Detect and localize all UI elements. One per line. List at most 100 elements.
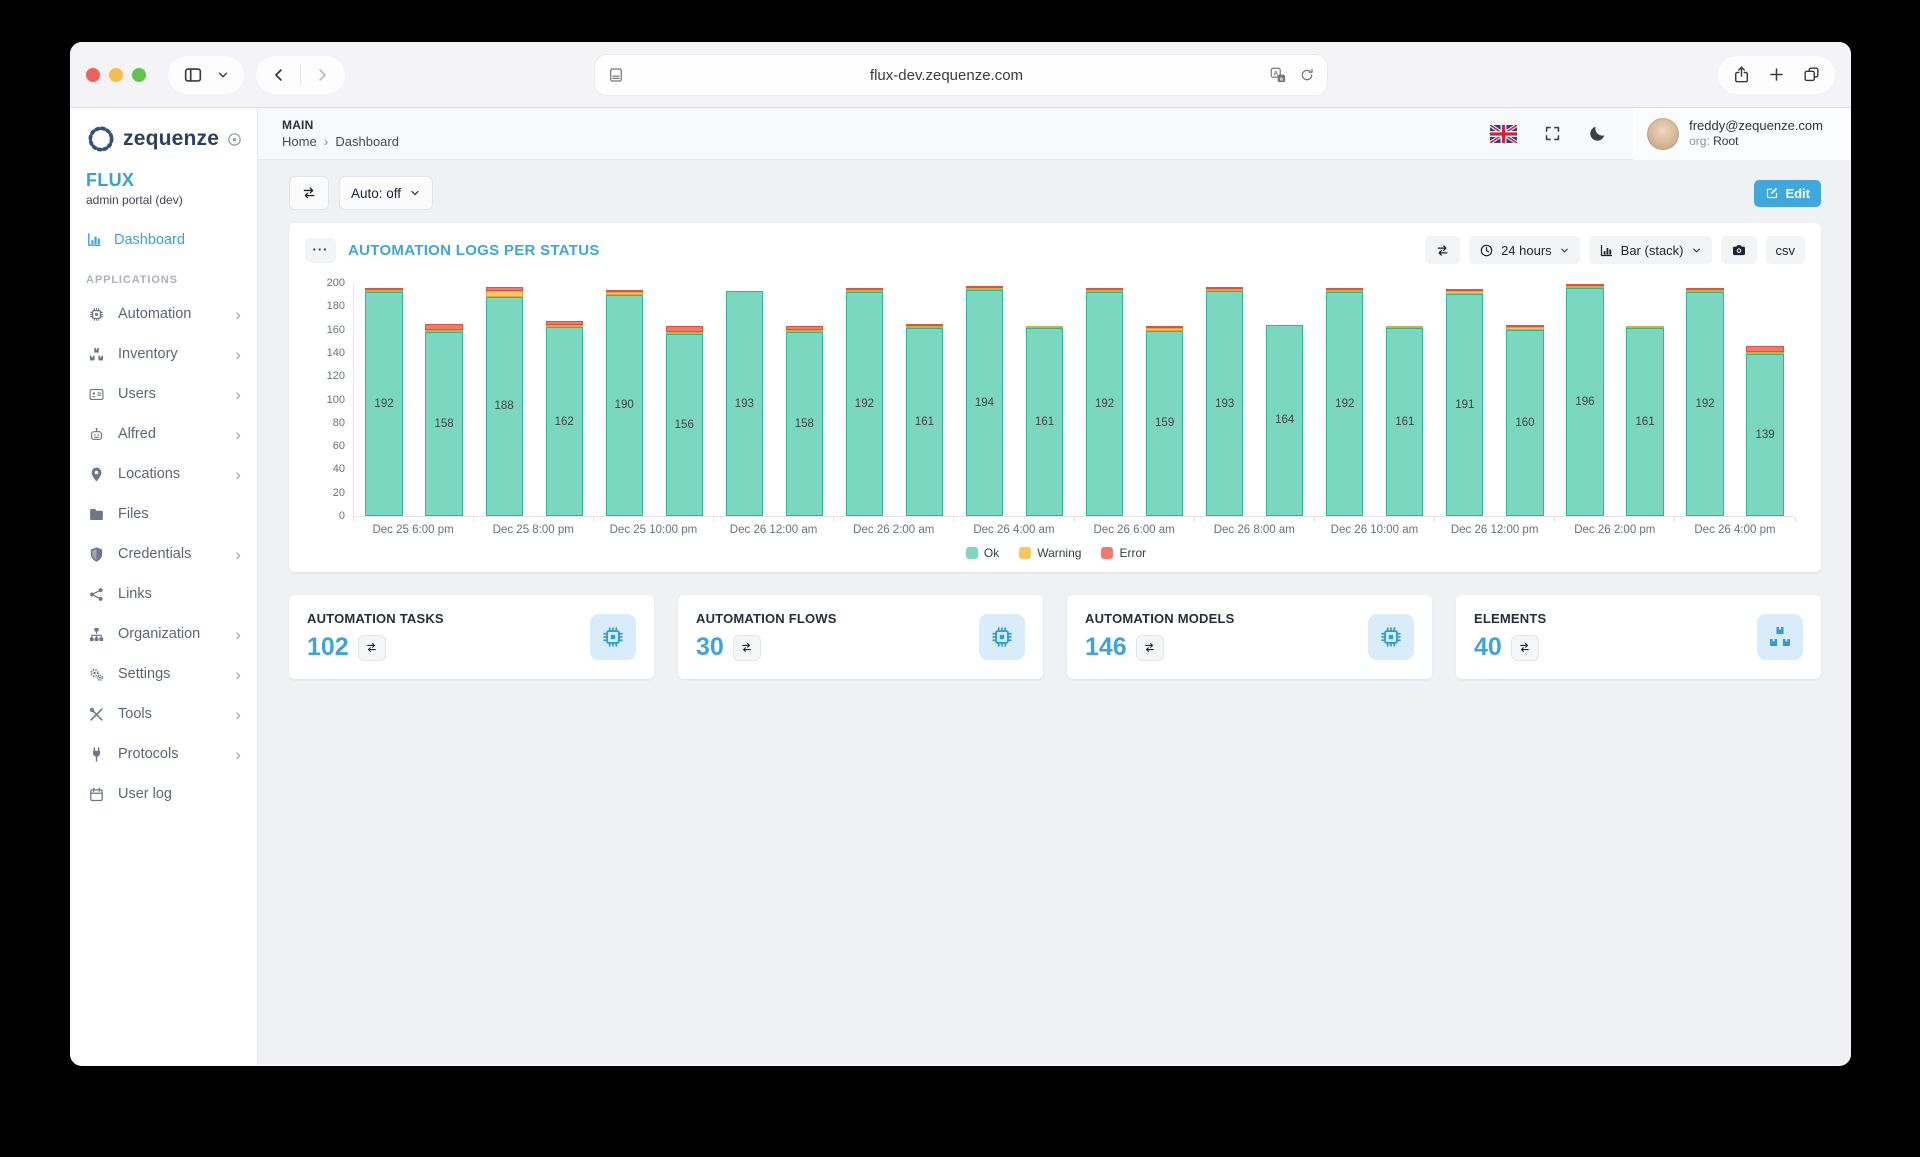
reader-icon[interactable] [607, 66, 625, 84]
stat-refresh-button[interactable] [1510, 634, 1539, 661]
bar-column[interactable]: 161 [1015, 284, 1075, 516]
sidebar-item-automation[interactable]: Automation › [86, 294, 243, 334]
bar-column[interactable]: 160 [1495, 284, 1555, 516]
bar-column[interactable]: 159 [1135, 284, 1195, 516]
tab-overview-icon[interactable] [1802, 65, 1821, 84]
bar-column[interactable]: 192 [1315, 284, 1375, 516]
legend-item-error[interactable]: Error [1101, 546, 1146, 560]
chart-type-select[interactable]: Bar (stack) [1588, 236, 1712, 264]
bar-column[interactable]: 196 [1555, 283, 1615, 516]
chevron-right-icon: › [235, 624, 241, 644]
reload-icon[interactable] [1299, 67, 1315, 83]
zoom-window-button[interactable] [132, 67, 146, 82]
bar-column[interactable]: 194 [954, 284, 1014, 516]
card-menu-button[interactable]: ··· [305, 237, 336, 263]
bar-column[interactable]: 193 [1195, 284, 1255, 516]
bar-column[interactable]: 158 [414, 284, 474, 516]
sidebar-item-protocols[interactable]: Protocols › [86, 734, 243, 774]
sidebar-pin-icon[interactable] [226, 131, 243, 148]
forward-button[interactable] [313, 66, 331, 84]
breadcrumb-home[interactable]: Home [282, 133, 317, 149]
x-axis-label: Dec 26 12:00 pm [1450, 524, 1539, 536]
sidebar-item-users[interactable]: Users › [86, 374, 243, 414]
gears-icon [86, 666, 106, 683]
stat-card-automation-tasks: AUTOMATION TASKS 102 [289, 595, 654, 679]
time-range-select[interactable]: 24 hours [1469, 236, 1580, 264]
bar-value-label: 156 [674, 419, 694, 432]
bar-column[interactable]: 161 [1615, 284, 1675, 516]
user-menu[interactable]: freddy@zequenze.com org: Root [1633, 107, 1851, 160]
sidebar-item-alfred[interactable]: Alfred › [86, 414, 243, 454]
legend-item-warning[interactable]: Warning [1019, 546, 1081, 560]
sidebar-item-links[interactable]: Links [86, 574, 243, 614]
bar-column[interactable]: 161 [894, 284, 954, 516]
bar-column[interactable]: 162 [534, 284, 594, 516]
bar-column[interactable]: 191 [1435, 284, 1495, 516]
ok-segment: 192 [1326, 292, 1364, 516]
bar-value-label: 161 [1034, 416, 1055, 429]
browser-sidebar-icon[interactable] [182, 64, 204, 86]
sidebar-item-label: Files [118, 506, 149, 522]
chart-refresh-button[interactable] [1425, 236, 1461, 264]
x-axis-tick-mark [833, 517, 835, 522]
stacked-bar-chart[interactable]: 0 20 40 60 80 100 120 140 160 180 200 192 158 188 162 1… [327, 277, 1795, 522]
dark-mode-moon-icon[interactable] [1588, 124, 1607, 143]
bar-column[interactable]: 161 [1375, 284, 1435, 516]
bar-column[interactable]: 188 [474, 284, 534, 516]
close-window-button[interactable] [86, 67, 100, 82]
bar-column[interactable]: 164 [1255, 284, 1315, 516]
bar-column[interactable]: 190 [594, 284, 654, 516]
minimize-window-button[interactable] [109, 67, 123, 82]
refresh-dashboard-button[interactable] [289, 176, 329, 210]
stat-card-automation-flows: AUTOMATION FLOWS 30 [678, 595, 1043, 679]
bar-column[interactable]: 192 [1675, 284, 1735, 516]
sidebar-chevron-down-icon[interactable] [216, 68, 230, 82]
stacked-bar: 160 [1506, 324, 1544, 516]
url-text[interactable]: flux-dev.zequenze.com [869, 66, 1024, 84]
chart-csv-button[interactable]: csv [1765, 236, 1805, 264]
microchip-icon [590, 614, 636, 660]
stat-refresh-button[interactable] [732, 634, 761, 661]
x-axis-label: Dec 25 10:00 pm [609, 524, 698, 536]
legend-label: Warning [1037, 546, 1082, 560]
sidebar-item-organization[interactable]: Organization › [86, 614, 243, 654]
warning-segment [665, 332, 703, 335]
sidebar-item-settings[interactable]: Settings › [86, 654, 243, 694]
auto-refresh-select[interactable]: Auto: off [339, 176, 434, 210]
edit-dashboard-button[interactable]: Edit [1754, 179, 1821, 207]
translate-icon[interactable] [1269, 66, 1287, 84]
bar-value-label: 161 [1635, 416, 1655, 429]
sidebar-item-inventory[interactable]: Inventory › [86, 334, 243, 374]
camera-icon [1731, 242, 1747, 258]
new-tab-icon[interactable] [1767, 65, 1786, 84]
chart-snapshot-button[interactable] [1720, 236, 1757, 264]
bar-column[interactable]: 192 [834, 284, 894, 516]
legend-item-ok[interactable]: Ok [965, 546, 999, 560]
sidebar-item-tools[interactable]: Tools › [86, 694, 243, 734]
bar-column[interactable]: 192 [1075, 284, 1135, 516]
bar-value-label: 158 [434, 417, 454, 430]
bar-column[interactable]: 139 [1735, 284, 1795, 516]
stat-refresh-button[interactable] [1135, 634, 1164, 661]
bar-column[interactable]: 156 [654, 284, 714, 516]
sidebar-item-credentials[interactable]: Credentials › [86, 534, 243, 574]
fullscreen-icon[interactable] [1543, 124, 1562, 143]
boxes-icon [86, 346, 106, 363]
x-axis-tick-mark [352, 517, 354, 522]
back-button[interactable] [270, 66, 288, 84]
language-flag-icon[interactable] [1490, 125, 1517, 143]
bar-column[interactable]: 193 [714, 284, 774, 516]
sidebar-item-locations[interactable]: Locations › [86, 454, 243, 494]
share-icon[interactable] [1732, 65, 1751, 84]
sidebar-item-dashboard[interactable]: Dashboard [86, 231, 243, 248]
sidebar-item-files[interactable]: Files [86, 494, 243, 534]
address-bar[interactable]: flux-dev.zequenze.com [594, 55, 1327, 95]
sidebar-item-label: User log [118, 786, 172, 802]
stat-refresh-button[interactable] [357, 634, 386, 661]
edit-label: Edit [1785, 185, 1810, 201]
bar-column[interactable]: 158 [774, 284, 834, 516]
nav-divider [300, 63, 301, 86]
bar-column[interactable]: 192 [354, 284, 414, 516]
sidebar-item-user-log[interactable]: User log [86, 774, 243, 814]
bar-value-label: 192 [854, 398, 874, 411]
